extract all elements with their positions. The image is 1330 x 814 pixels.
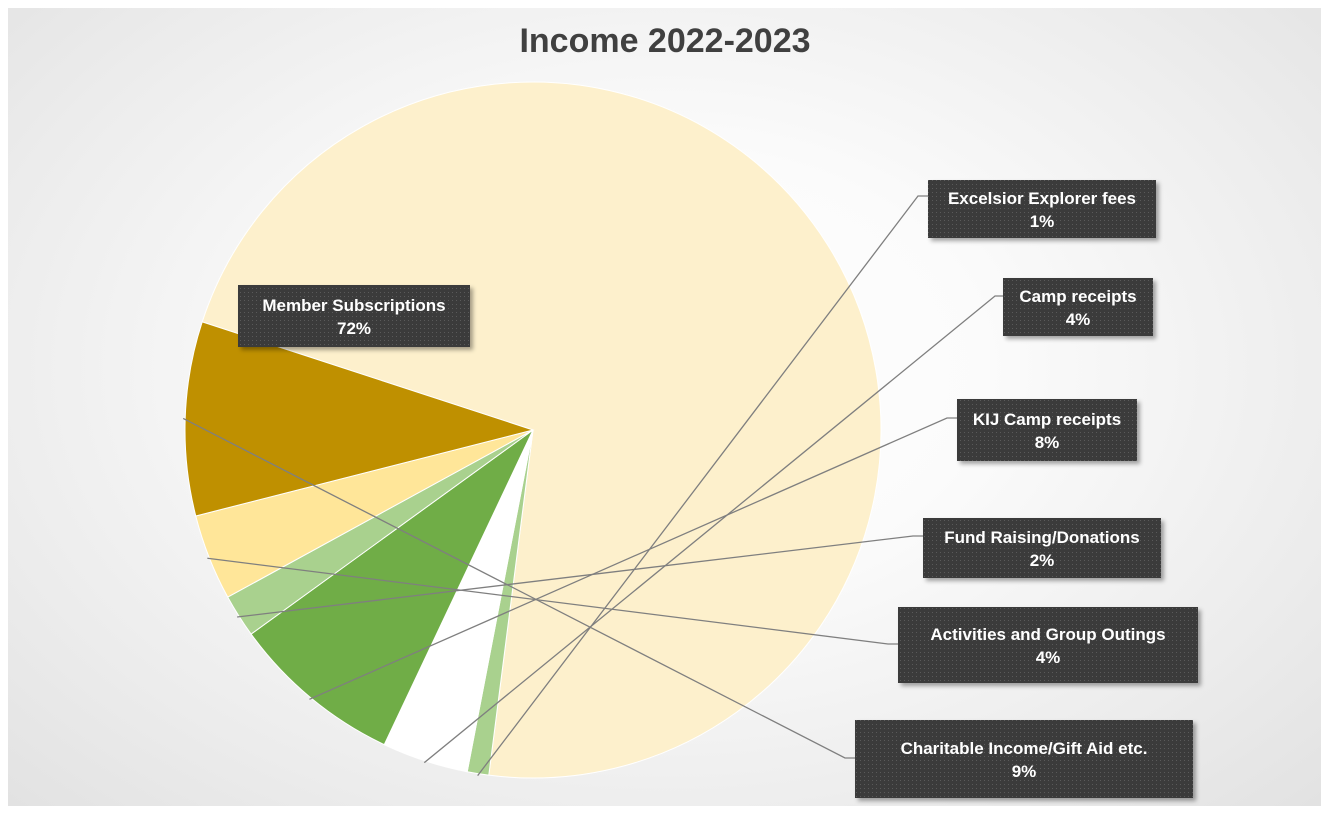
pie-slice-7 [184,321,535,517]
data-label-4: KIJ Camp receipts 8% [957,399,1137,461]
data-label-percent: 4% [1066,310,1091,329]
data-label-2: Excelsior Explorer fees 1% [928,180,1156,238]
leader-line-3 [423,295,1003,764]
data-label-1: Member Subscriptions 72% [238,285,470,347]
leader-line-2 [477,195,928,776]
data-label-percent: 2% [1030,551,1055,570]
data-label-7: Charitable Income/Gift Aid etc. 9% [855,720,1193,798]
data-label-5: Fund Raising/Donations 2% [923,518,1161,578]
pie-slice-1 [201,81,882,779]
data-label-category: Member Subscriptions [262,296,445,315]
data-label-box [855,720,1193,798]
leader-line-7 [182,417,855,759]
data-label-category: KIJ Camp receipts [973,410,1121,429]
leader-line-6 [207,557,898,645]
data-label-box [898,607,1198,683]
data-label-category: Fund Raising/Donations [944,528,1140,547]
data-label-box [238,285,470,347]
data-label-category: Excelsior Explorer fees [948,189,1136,208]
data-label-percent: 9% [1012,762,1037,781]
data-label-category: Charitable Income/Gift Aid etc. [901,739,1148,758]
data-label-category: Activities and Group Outings [930,625,1165,644]
data-label-3: Camp receipts 4% [1003,278,1153,336]
data-label-percent: 4% [1036,648,1061,667]
data-label-percent: 8% [1035,433,1060,452]
data-label-box [1003,278,1153,336]
data-label-category: Camp receipts [1019,287,1136,306]
pie-slice-4 [250,429,534,746]
data-label-box [928,180,1156,238]
data-label-box [923,518,1161,578]
data-label-box [957,399,1137,461]
leader-line-4 [309,417,957,700]
chart-title: Income 2022-2023 [519,22,811,60]
data-label-percent: 72% [337,319,371,338]
data-label-6: Activities and Group Outings 4% [898,607,1198,683]
data-label-percent: 1% [1030,212,1055,231]
